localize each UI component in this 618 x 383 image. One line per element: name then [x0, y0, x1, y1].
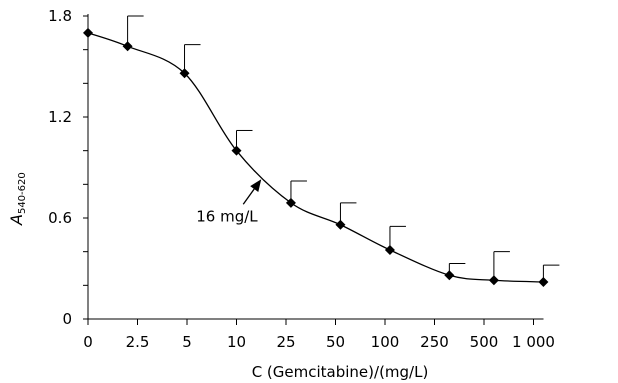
fitted-curve	[87, 32, 544, 283]
y-axis-title-main: A	[7, 214, 26, 226]
data-point	[285, 197, 296, 208]
data-point	[384, 244, 395, 255]
x-tick-label: 0	[83, 333, 93, 351]
y-tick-label: 0	[62, 310, 72, 328]
data-point	[179, 68, 190, 79]
data-point	[444, 270, 455, 281]
annotation: 16 mg/L	[196, 179, 262, 225]
data-points	[83, 27, 549, 287]
x-tick-label: 500	[470, 333, 499, 351]
data-point	[231, 145, 242, 156]
annotation-arrow-head	[250, 179, 262, 192]
x-tick-label: 10	[227, 333, 246, 351]
axes	[87, 14, 544, 320]
y-axis-title: A540-620	[7, 172, 28, 226]
data-point	[122, 41, 133, 52]
x-tick-label: 50	[326, 333, 345, 351]
y-tick-label: 0.6	[48, 209, 72, 227]
x-tick-label: 1 000	[512, 333, 555, 351]
x-tick-label: 2.5	[126, 333, 150, 351]
y-tick-label: 1.8	[48, 7, 72, 25]
data-point	[83, 27, 93, 38]
annotation-label: 16 mg/L	[196, 207, 258, 225]
x-tick-label: 250	[420, 333, 449, 351]
x-tick-label: 100	[371, 333, 400, 351]
data-point	[335, 219, 346, 230]
y-axis-title-sub: 540-620	[17, 172, 28, 214]
y-tick-label: 1.2	[48, 108, 72, 126]
data-point	[538, 276, 549, 287]
x-tick-label: 25	[276, 333, 295, 351]
x-ticks: 0 2.5 5 10 25 50 100 250 500 1 000	[83, 319, 555, 351]
x-axis-title: C (Gemcitabine)/(mg/L)	[252, 363, 429, 381]
y-ticks: 0 0.6 1.2 1.8	[48, 7, 88, 328]
x-tick-label: 5	[182, 333, 192, 351]
data-point	[488, 275, 499, 286]
error-bars	[127, 15, 560, 282]
